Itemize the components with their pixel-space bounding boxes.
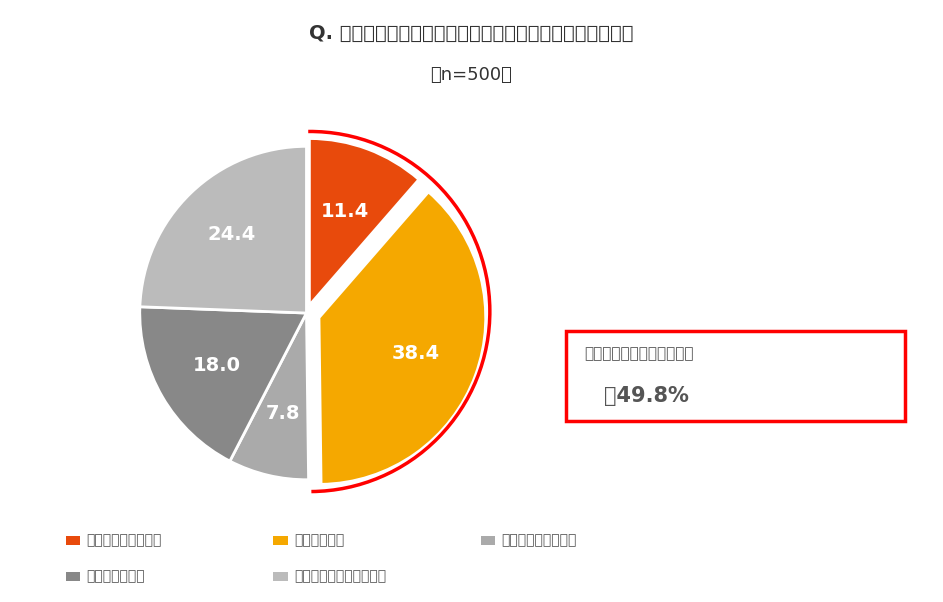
Text: どちらともいえない: どちらともいえない: [502, 533, 577, 547]
Wedge shape: [140, 146, 306, 313]
Text: 7.8: 7.8: [265, 404, 300, 423]
Text: 38.4: 38.4: [392, 344, 440, 363]
Wedge shape: [140, 307, 306, 461]
Text: ＝49.8%: ＝49.8%: [604, 386, 688, 406]
Wedge shape: [309, 138, 419, 305]
Text: 18.0: 18.0: [193, 356, 241, 374]
Text: ポジティブな変化があった: ポジティブな変化があった: [585, 346, 694, 361]
Text: 変化があった: 変化があった: [294, 533, 344, 547]
Wedge shape: [319, 192, 486, 485]
Text: （n=500）: （n=500）: [431, 66, 512, 84]
Text: Q. コロナ禀において、ポジティブな変化がありましたか。: Q. コロナ禀において、ポジティブな変化がありましたか。: [309, 24, 634, 43]
Wedge shape: [230, 313, 308, 480]
Text: 24.4: 24.4: [207, 226, 256, 244]
Text: 変化はなかった: 変化はなかった: [87, 569, 145, 583]
Text: かなり変化があった: かなり変化があった: [87, 533, 162, 547]
Text: まったく変化はなかった: まったく変化はなかった: [294, 569, 387, 583]
Text: 11.4: 11.4: [321, 202, 369, 221]
